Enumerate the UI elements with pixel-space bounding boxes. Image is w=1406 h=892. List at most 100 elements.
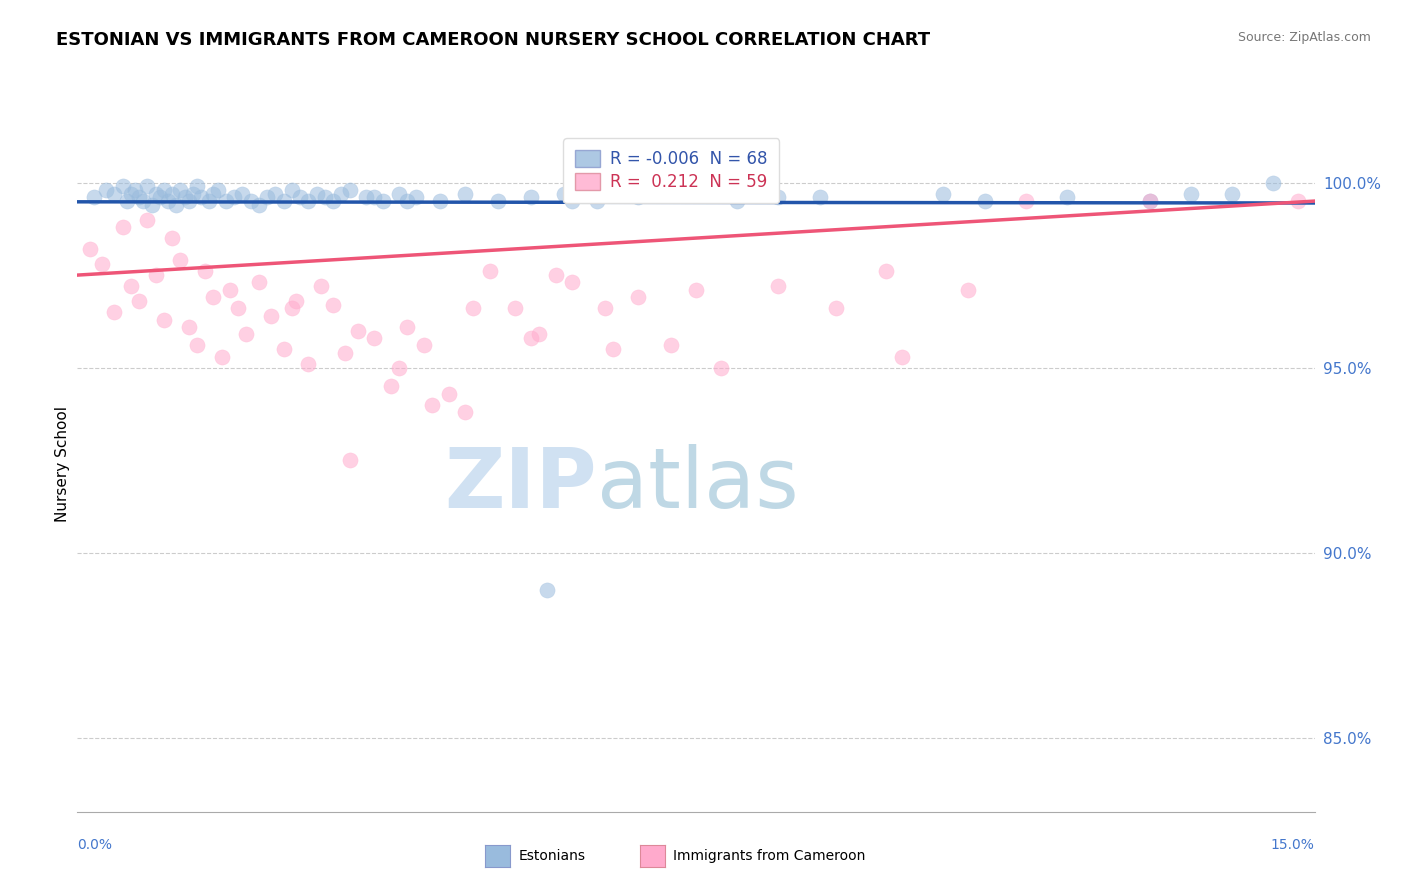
Point [83,190,105,204]
Point [79,242,101,256]
Text: Estonians: Estonians [519,849,586,863]
Point [420,398,443,412]
Point [198,194,221,208]
Point [1220,186,1243,201]
Point [1056,190,1078,204]
Text: 0.0%: 0.0% [77,838,112,852]
Point [111,179,134,194]
Point [1263,176,1285,190]
Point [486,194,509,208]
Text: atlas: atlas [598,444,799,525]
Text: Source: ZipAtlas.com: Source: ZipAtlas.com [1237,31,1371,45]
Point [957,283,980,297]
Point [429,194,451,208]
Point [768,190,790,204]
Point [544,268,567,282]
Point [388,186,411,201]
Point [231,186,253,201]
Point [529,327,551,342]
Point [593,301,616,316]
Point [561,194,583,208]
Point [132,194,155,208]
Point [339,453,361,467]
Point [219,283,242,297]
Point [264,186,287,201]
Point [284,293,307,308]
Point [330,186,353,201]
Text: 15.0%: 15.0% [1271,838,1315,852]
Point [153,183,176,197]
Point [207,183,229,197]
Point [685,283,707,297]
Point [322,194,344,208]
Y-axis label: Nursery School: Nursery School [55,406,70,522]
Point [281,301,304,316]
Point [115,194,138,208]
Point [297,194,319,208]
Point [194,264,217,278]
Point [157,194,180,208]
Point [124,183,146,197]
Point [215,194,238,208]
Point [314,190,336,204]
Point [177,194,200,208]
Point [165,198,187,212]
Point [160,186,183,201]
Point [153,312,176,326]
Point [388,360,411,375]
Point [808,190,831,204]
Point [190,190,212,204]
Point [111,219,134,234]
Point [412,338,434,352]
Point [668,186,690,201]
Point [396,319,419,334]
Point [437,386,460,401]
Point [177,319,200,334]
Point [202,186,225,201]
Point [503,301,526,316]
Point [211,350,233,364]
Point [96,183,118,197]
Point [536,582,558,597]
Point [1180,186,1202,201]
Point [128,293,150,308]
Point [256,190,278,204]
Point [222,190,245,204]
Point [339,183,361,197]
Point [149,190,172,204]
Point [380,379,402,393]
Point [260,309,283,323]
Point [160,231,183,245]
Point [875,264,897,278]
Point [322,298,344,312]
Point [141,198,163,212]
Point [627,290,650,304]
Point [247,198,270,212]
Point [235,327,257,342]
Point [1139,194,1161,208]
Point [1015,194,1038,208]
Point [454,405,477,419]
Point [932,186,955,201]
Point [120,186,142,201]
Point [169,253,191,268]
Point [602,342,624,356]
Point [136,179,159,194]
Point [363,190,385,204]
Point [454,186,477,201]
Point [973,194,995,208]
Point [478,264,501,278]
Point [363,331,385,345]
Point [288,190,311,204]
Text: ESTONIAN VS IMMIGRANTS FROM CAMEROON NURSERY SCHOOL CORRELATION CHART: ESTONIAN VS IMMIGRANTS FROM CAMEROON NUR… [56,31,931,49]
Point [128,190,150,204]
Point [186,338,208,352]
Point [297,357,319,371]
Point [825,301,848,316]
Point [145,186,167,201]
Point [396,194,419,208]
Point [169,183,191,197]
Point [202,290,225,304]
Point [891,350,914,364]
Point [103,305,125,319]
